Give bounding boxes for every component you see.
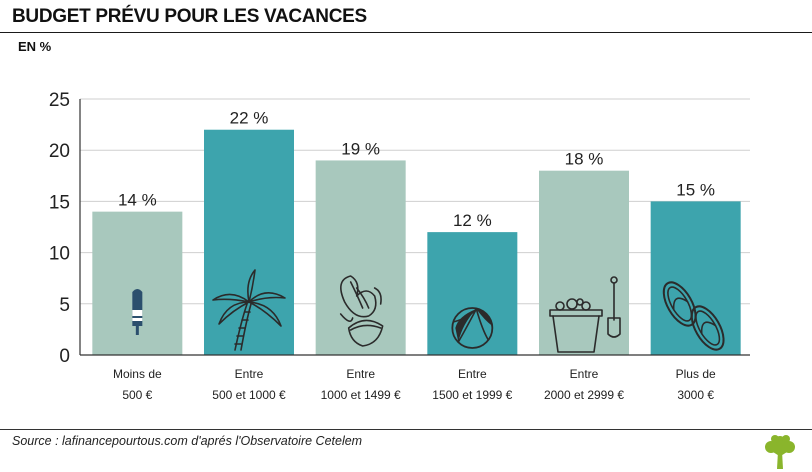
y-tick-label: 10 bbox=[49, 244, 70, 265]
x-tick-label: Entre bbox=[235, 367, 264, 381]
y-unit-label: EN % bbox=[18, 39, 52, 54]
bar bbox=[539, 170, 629, 355]
chart-title: BUDGET PRÉVU POUR LES VACANCES bbox=[12, 6, 367, 27]
y-tick-label: 15 bbox=[49, 192, 70, 213]
data-label: 14 % bbox=[118, 191, 157, 210]
source-note: Source : lafinancepourtous.com d'aprés l… bbox=[12, 434, 363, 448]
x-tick-label: 2000 et 2999 € bbox=[544, 388, 624, 402]
bar bbox=[427, 232, 518, 355]
x-tick-label: 3000 € bbox=[677, 388, 714, 402]
data-label: 18 % bbox=[565, 150, 604, 169]
y-tick-label: 20 bbox=[49, 141, 70, 162]
data-label: 19 % bbox=[341, 139, 380, 158]
beach-ball-icon bbox=[451, 307, 494, 349]
title-divider bbox=[0, 32, 812, 33]
palm-tree-icon bbox=[212, 269, 286, 351]
y-tick-label: 25 bbox=[49, 90, 70, 111]
source-divider bbox=[0, 429, 812, 430]
flip-flops-icon bbox=[662, 281, 725, 351]
shell-icon bbox=[339, 275, 384, 347]
bar bbox=[315, 160, 406, 355]
data-label: 22 % bbox=[230, 109, 269, 128]
data-label: 15 % bbox=[676, 180, 715, 199]
y-tick-label: 0 bbox=[59, 346, 70, 367]
x-tick-label: Entre bbox=[570, 367, 599, 381]
x-tick-label: 1500 et 1999 € bbox=[432, 388, 512, 402]
x-tick-label: Plus de bbox=[676, 367, 716, 381]
tree-logo-icon bbox=[765, 435, 795, 469]
x-tick-label: 1000 et 1499 € bbox=[321, 388, 401, 402]
bar-chart: 0 5 10 15 20 25 14 % Moins de 500 € 22 % Entre 500 … bbox=[49, 90, 750, 402]
sand-bucket-icon bbox=[549, 276, 621, 353]
x-tick-label: 500 € bbox=[122, 388, 152, 402]
x-tick-label: Entre bbox=[458, 367, 487, 381]
y-tick-label: 5 bbox=[59, 295, 70, 316]
x-tick-label: Moins de bbox=[113, 367, 162, 381]
x-tick-label: Entre bbox=[346, 367, 375, 381]
popsicle-icon bbox=[132, 289, 143, 335]
data-label: 12 % bbox=[453, 211, 492, 230]
x-tick-label: 500 et 1000 € bbox=[212, 388, 286, 402]
bar bbox=[204, 129, 294, 355]
